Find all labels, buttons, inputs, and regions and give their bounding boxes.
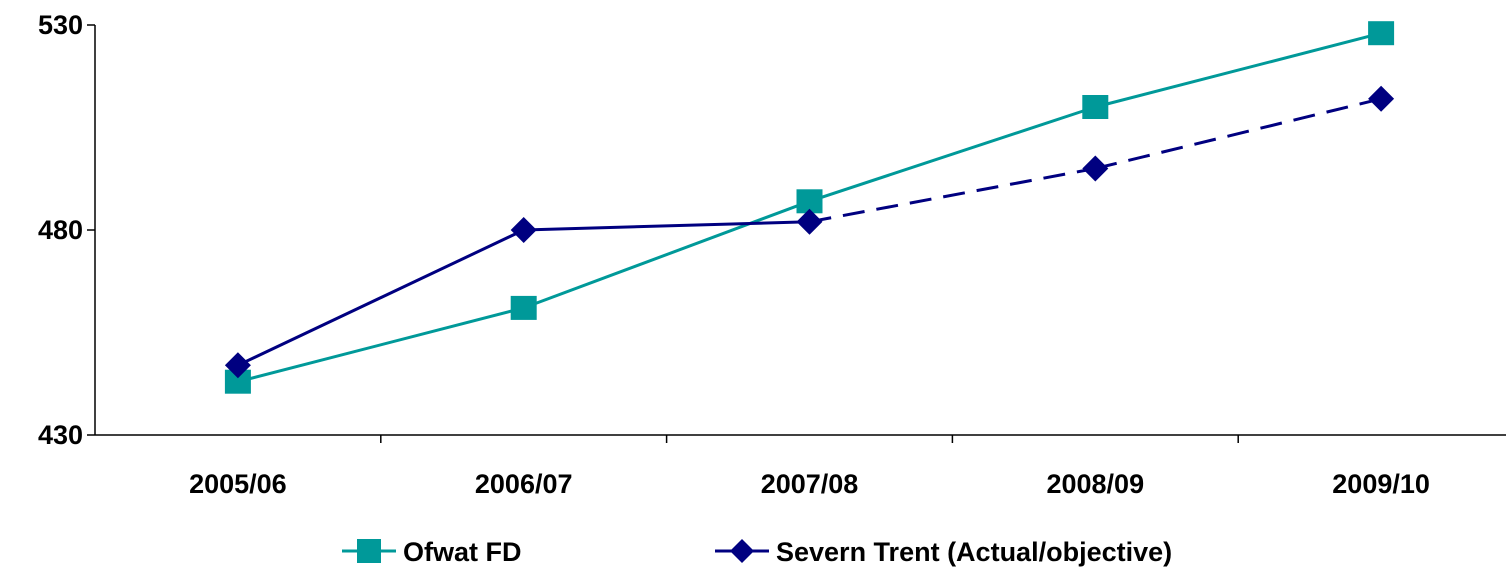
legend-item-ofwat: Ofwat FD bbox=[342, 537, 522, 567]
legend-square-marker-icon bbox=[357, 539, 381, 563]
data-point-diamond bbox=[796, 208, 823, 235]
legend-item-severn-trent: Severn Trent (Actual/objective) bbox=[715, 537, 1172, 567]
data-point-square bbox=[1082, 95, 1109, 119]
series-0 bbox=[224, 21, 1395, 394]
series-segment bbox=[237, 228, 525, 367]
data-point-diamond bbox=[510, 217, 537, 243]
legend-diamond-marker-icon bbox=[730, 539, 754, 563]
y-axis-ticks: 430 480 530 bbox=[38, 10, 95, 450]
data-point-square bbox=[1368, 21, 1395, 46]
legend-label-severn-trent: Severn Trent (Actual/objective) bbox=[776, 537, 1172, 567]
data-point-diamond bbox=[224, 352, 251, 379]
x-axis-ticks: 2005/06 2006/07 2007/08 2008/09 2009/10 bbox=[189, 435, 1430, 499]
data-point-diamond bbox=[1368, 85, 1395, 112]
y-tick-label: 530 bbox=[38, 10, 83, 40]
x-tick-label: 2006/07 bbox=[475, 469, 573, 499]
legend: Ofwat FD Severn Trent (Actual/objective) bbox=[342, 537, 1172, 567]
series-segment bbox=[809, 105, 1096, 203]
y-tick-label: 480 bbox=[38, 215, 83, 245]
x-tick-label: 2009/10 bbox=[1332, 469, 1430, 499]
legend-label-ofwat: Ofwat FD bbox=[403, 537, 522, 567]
series-segment-dashed bbox=[809, 167, 1096, 224]
data-point-square bbox=[510, 295, 537, 320]
axes bbox=[94, 25, 1506, 436]
y-tick-label: 430 bbox=[38, 420, 83, 450]
series-segment bbox=[1094, 31, 1382, 109]
series-layer bbox=[224, 21, 1395, 394]
series-segment bbox=[523, 220, 810, 232]
x-tick-label: 2007/08 bbox=[761, 469, 859, 499]
series-segment bbox=[237, 306, 525, 384]
series-1 bbox=[224, 85, 1395, 379]
x-tick-label: 2008/09 bbox=[1046, 469, 1144, 499]
series-segment bbox=[523, 199, 811, 310]
data-point-diamond bbox=[1082, 155, 1109, 182]
x-tick-label: 2005/06 bbox=[189, 469, 287, 499]
series-segment-dashed bbox=[1094, 97, 1382, 170]
